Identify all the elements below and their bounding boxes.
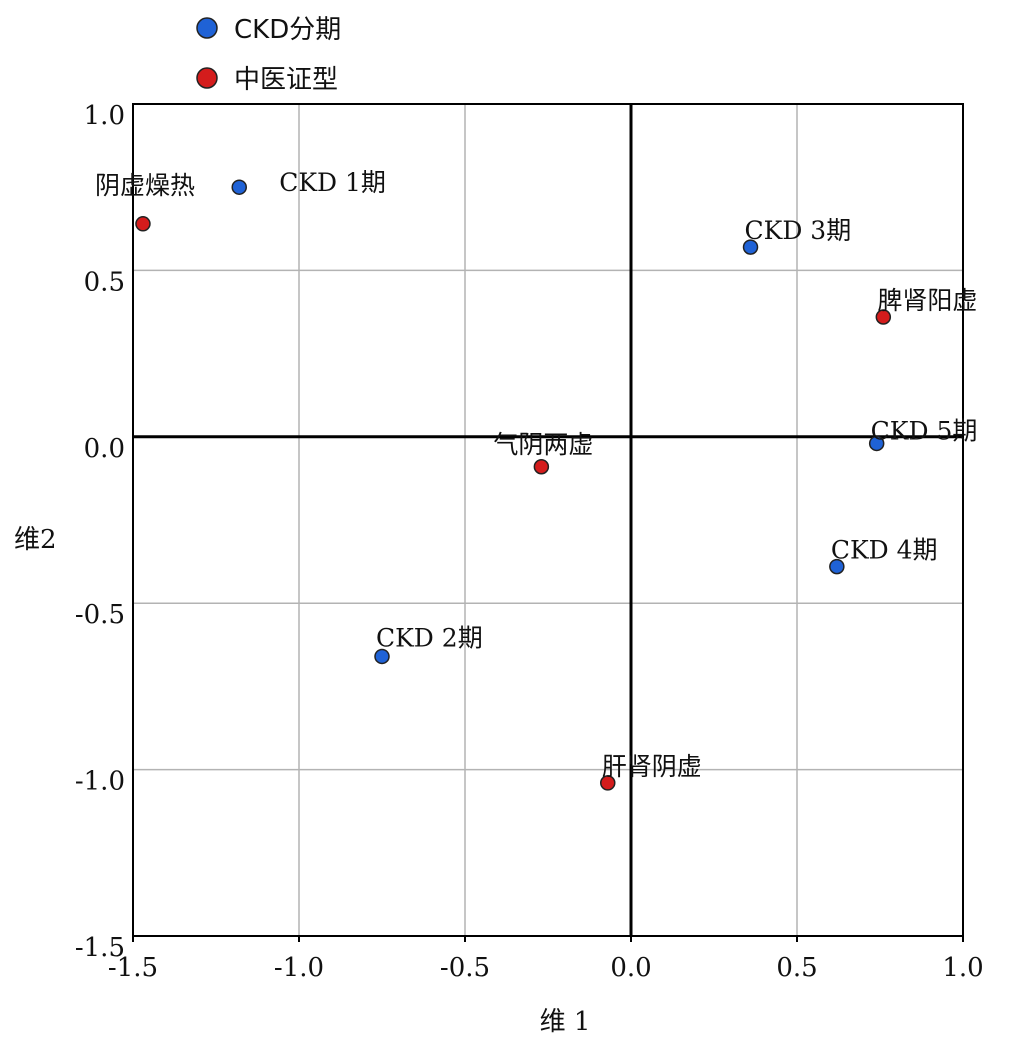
y-tick-label-2: 0.0 [84,434,125,464]
point-1-3 [600,775,616,791]
y-tick-label-1: 0.5 [84,267,125,297]
point-1-2 [875,309,892,325]
x-tick-label-5: 1.0 [942,953,983,983]
x-axis-title: 维 1 [540,1007,591,1037]
point-0-1 [374,648,390,665]
point-0-4 [868,435,885,452]
y-tick-label-0: 1.0 [84,101,125,131]
legend-marker-1 [196,67,218,89]
point-label-0-2: CKD 3期 [745,216,852,245]
point-label-1-3: 肝肾阴虚 [602,752,702,781]
point-0-0 [231,179,247,195]
point-label-1-2: 脾肾阳虚 [877,286,977,315]
legend-label-0: CKD分期 [234,15,341,45]
point-label-0-3: CKD 4期 [831,536,938,565]
point-label-0-1: CKD 2期 [376,623,483,652]
x-tick-label-0: -1.5 [108,953,158,983]
legend-marker-0 [196,17,218,39]
x-tick-label-1: -1.0 [274,953,324,983]
point-label-0-0: CKD 1期 [279,168,386,197]
point-1-1 [533,459,550,475]
plot-frame [132,103,964,937]
point-0-2 [742,239,759,255]
x-tick-label-2: -0.5 [440,953,490,983]
point-0-3 [829,558,845,575]
y-axis-ticks: 1.0 0.5 0.0 -0.5 -1.0 -1.5 [75,101,125,963]
y-tick-label-3: -0.5 [75,600,125,630]
x-tick-label-3: 0.0 [610,953,651,983]
point-label-0-4: CKD 5期 [871,416,978,445]
zero-reference-lines [133,104,963,936]
y-tick-label-5: -1.5 [75,933,125,963]
x-tick-label-4: 0.5 [776,953,817,983]
point-label-1-1: 气阴两虚 [493,430,593,459]
legend-label-1: 中医证型 [234,65,338,95]
point-1-0 [135,216,151,232]
grid-lines [133,104,963,936]
y-axis-title: 维2 [14,525,57,555]
x-axis-ticks: -1.5 -1.0 -0.5 0.0 0.5 1.0 [108,936,984,983]
point-label-1-0: 阴虚燥热 [95,171,195,200]
y-tick-label-4: -1.0 [75,767,125,797]
